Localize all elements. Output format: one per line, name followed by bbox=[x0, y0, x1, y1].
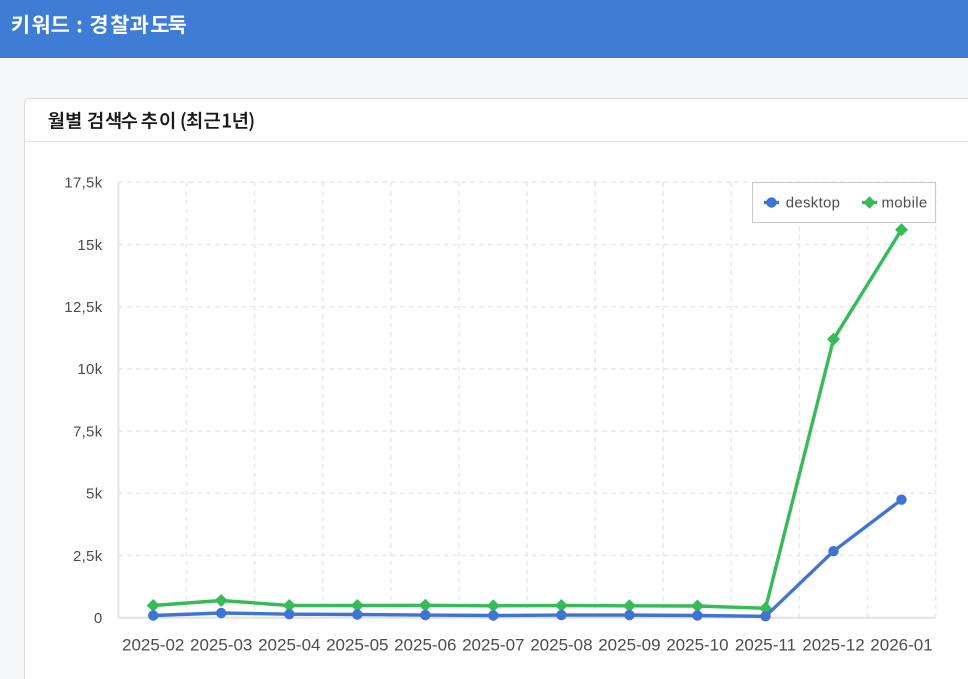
svg-text:7,5k: 7,5k bbox=[73, 423, 103, 440]
svg-text:2025-02: 2025-02 bbox=[122, 636, 184, 655]
svg-text:10k: 10k bbox=[77, 361, 102, 378]
svg-text:5k: 5k bbox=[86, 486, 103, 503]
svg-text:0: 0 bbox=[94, 610, 103, 627]
svg-text:2025-06: 2025-06 bbox=[394, 636, 456, 655]
svg-text:2026-01: 2026-01 bbox=[870, 636, 932, 655]
svg-text:2025-08: 2025-08 bbox=[530, 636, 592, 655]
svg-text:17,5k: 17,5k bbox=[64, 175, 102, 192]
svg-text:2025-09: 2025-09 bbox=[598, 636, 660, 655]
svg-text:2025-12: 2025-12 bbox=[802, 636, 864, 655]
svg-text:2025-05: 2025-05 bbox=[326, 636, 388, 655]
svg-text:2025-03: 2025-03 bbox=[190, 636, 252, 655]
svg-text:2025-04: 2025-04 bbox=[258, 636, 320, 655]
svg-text:2025-10: 2025-10 bbox=[666, 636, 728, 655]
svg-text:15k: 15k bbox=[77, 237, 102, 254]
svg-text:2025-11: 2025-11 bbox=[735, 636, 796, 655]
svg-text:12,5k: 12,5k bbox=[64, 299, 102, 316]
svg-text:desktop: desktop bbox=[786, 195, 841, 212]
svg-text:2,5k: 2,5k bbox=[73, 548, 103, 565]
svg-text:mobile: mobile bbox=[882, 195, 928, 212]
svg-text:2025-07: 2025-07 bbox=[462, 636, 524, 655]
